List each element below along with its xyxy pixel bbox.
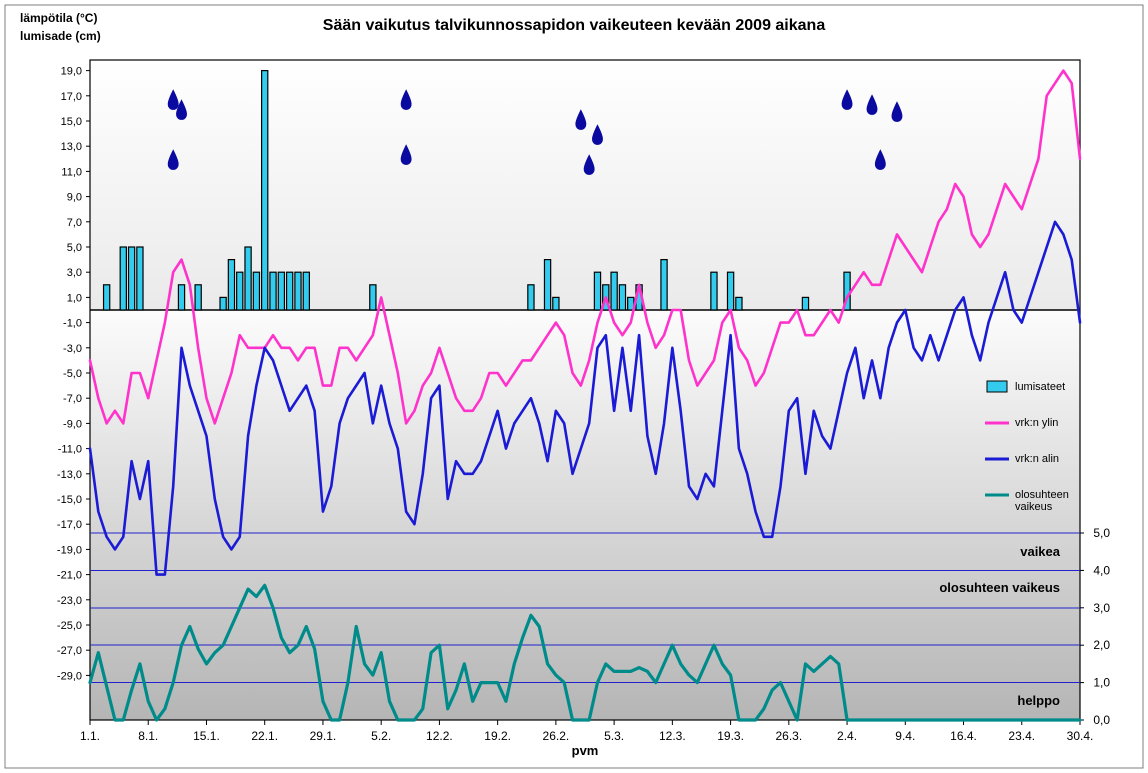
band-label: vaikea — [1020, 544, 1061, 559]
snowfall-bar — [802, 297, 808, 310]
legend-label: vrk:n alin — [1015, 453, 1059, 465]
y-tick-label: 11,0 — [61, 166, 82, 178]
y-tick-label: -9,0 — [63, 418, 82, 430]
y-tick-label: -7,0 — [63, 393, 82, 405]
snowfall-bar — [104, 285, 110, 310]
x-axis-title: pvm — [572, 743, 599, 758]
right-y-tick-label: 3,0 — [1093, 601, 1110, 615]
right-y-tick-label: 1,0 — [1093, 676, 1110, 690]
x-tick-label: 26.2. — [543, 729, 570, 743]
x-tick-label: 9.4. — [895, 729, 915, 743]
y-tick-label: 5,0 — [67, 242, 82, 254]
y-tick-label: -3,0 — [63, 343, 82, 355]
legend-swatch-box — [987, 381, 1007, 392]
x-tick-label: 12.2. — [426, 729, 453, 743]
y-tick-label: -5,0 — [63, 368, 82, 380]
snowfall-bar — [120, 247, 126, 310]
x-tick-label: 8.1. — [138, 729, 158, 743]
x-tick-label: 22.1. — [251, 729, 278, 743]
snowfall-bar — [270, 272, 276, 310]
x-tick-label: 19.2. — [484, 729, 511, 743]
snowfall-bar — [195, 285, 201, 310]
right-y-tick-label: 4,0 — [1093, 563, 1110, 577]
snowfall-bar — [711, 272, 717, 310]
snowfall-bar — [253, 272, 259, 310]
x-tick-label: 2.4. — [837, 729, 857, 743]
y-tick-label: 1,0 — [67, 292, 82, 304]
y-tick-label: 19,0 — [61, 66, 82, 78]
snowfall-bar — [619, 285, 625, 310]
y-axis-label-line1: lämpötila (°C) — [20, 11, 97, 25]
snowfall-bar — [303, 272, 309, 310]
snowfall-bar — [128, 247, 134, 310]
snowfall-bar — [736, 297, 742, 310]
y-tick-label: 3,0 — [67, 267, 82, 279]
snowfall-bar — [370, 285, 376, 310]
chart-container: lämpötila (°C) lumisade (cm) Sään vaikutus… — [0, 0, 1148, 773]
x-tick-label: 19.3. — [717, 729, 744, 743]
snowfall-bar — [228, 260, 234, 310]
y-tick-label: 17,0 — [61, 91, 82, 103]
snowfall-bar — [661, 260, 667, 310]
band-label: olosuhteen vaikeus — [939, 580, 1060, 595]
right-y-tick-label: 0,0 — [1093, 713, 1110, 727]
snowfall-bar — [137, 247, 143, 310]
y-tick-label: -19,0 — [57, 544, 82, 556]
snowfall-bar — [245, 247, 251, 310]
y-tick-label: -11,0 — [58, 444, 82, 456]
snowfall-bar — [544, 260, 550, 310]
y-tick-label: -29,0 — [57, 670, 82, 682]
legend-label: vrk:n ylin — [1015, 417, 1058, 429]
y-tick-label: -23,0 — [57, 595, 82, 607]
x-tick-label: 26.3. — [775, 729, 802, 743]
snowfall-bar — [220, 297, 226, 310]
y-tick-label: -17,0 — [57, 519, 82, 531]
snowfall-bar — [178, 285, 184, 310]
snowfall-bar — [553, 297, 559, 310]
right-y-tick-label: 5,0 — [1093, 526, 1110, 540]
y-tick-label: 9,0 — [67, 192, 82, 204]
x-tick-label: 1.1. — [80, 729, 100, 743]
legend-label: lumisateet — [1015, 381, 1065, 393]
y-tick-label: -1,0 — [63, 318, 82, 330]
x-tick-label: 15.1. — [193, 729, 220, 743]
band-label: helppo — [1017, 693, 1060, 708]
right-y-tick-label: 2,0 — [1093, 638, 1110, 652]
snowfall-bar — [262, 71, 268, 310]
snowfall-bar — [528, 285, 534, 310]
y-tick-label: -15,0 — [57, 494, 82, 506]
y-tick-label: -27,0 — [57, 645, 82, 657]
y-tick-label: -21,0 — [57, 570, 82, 582]
y-tick-label: 13,0 — [61, 141, 82, 153]
snowfall-bar — [727, 272, 733, 310]
y-tick-label: -13,0 — [57, 469, 82, 481]
snowfall-bar — [287, 272, 293, 310]
snowfall-bar — [594, 272, 600, 310]
x-tick-label: 12.3. — [659, 729, 686, 743]
x-tick-label: 30.4. — [1067, 729, 1094, 743]
y-tick-label: -25,0 — [57, 620, 82, 632]
x-tick-label: 5.3. — [604, 729, 624, 743]
snowfall-bar — [295, 272, 301, 310]
snowfall-bar — [237, 272, 243, 310]
y-axis-label-line2: lumisade (cm) — [20, 29, 101, 43]
y-tick-label: 7,0 — [67, 217, 82, 229]
chart-title: Sään vaikutus talvikunnossapidon vaikeut… — [323, 17, 826, 34]
x-tick-label: 5.2. — [371, 729, 391, 743]
x-tick-label: 16.4. — [950, 729, 977, 743]
x-tick-label: 23.4. — [1008, 729, 1035, 743]
y-tick-label: 15,0 — [61, 116, 82, 128]
legend-label: olosuhteen — [1015, 489, 1069, 501]
x-tick-label: 29.1. — [310, 729, 337, 743]
snowfall-bar — [278, 272, 284, 310]
snowfall-bar — [611, 272, 617, 310]
legend-label: vaikeus — [1015, 501, 1053, 513]
